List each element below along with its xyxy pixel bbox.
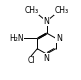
Text: Cl: Cl — [27, 56, 35, 65]
Text: CH₃: CH₃ — [24, 6, 38, 15]
Text: H₂N: H₂N — [9, 34, 23, 43]
Text: CH₃: CH₃ — [55, 6, 69, 15]
Text: N: N — [44, 17, 49, 26]
Text: N: N — [56, 34, 62, 43]
Text: N: N — [44, 54, 49, 63]
